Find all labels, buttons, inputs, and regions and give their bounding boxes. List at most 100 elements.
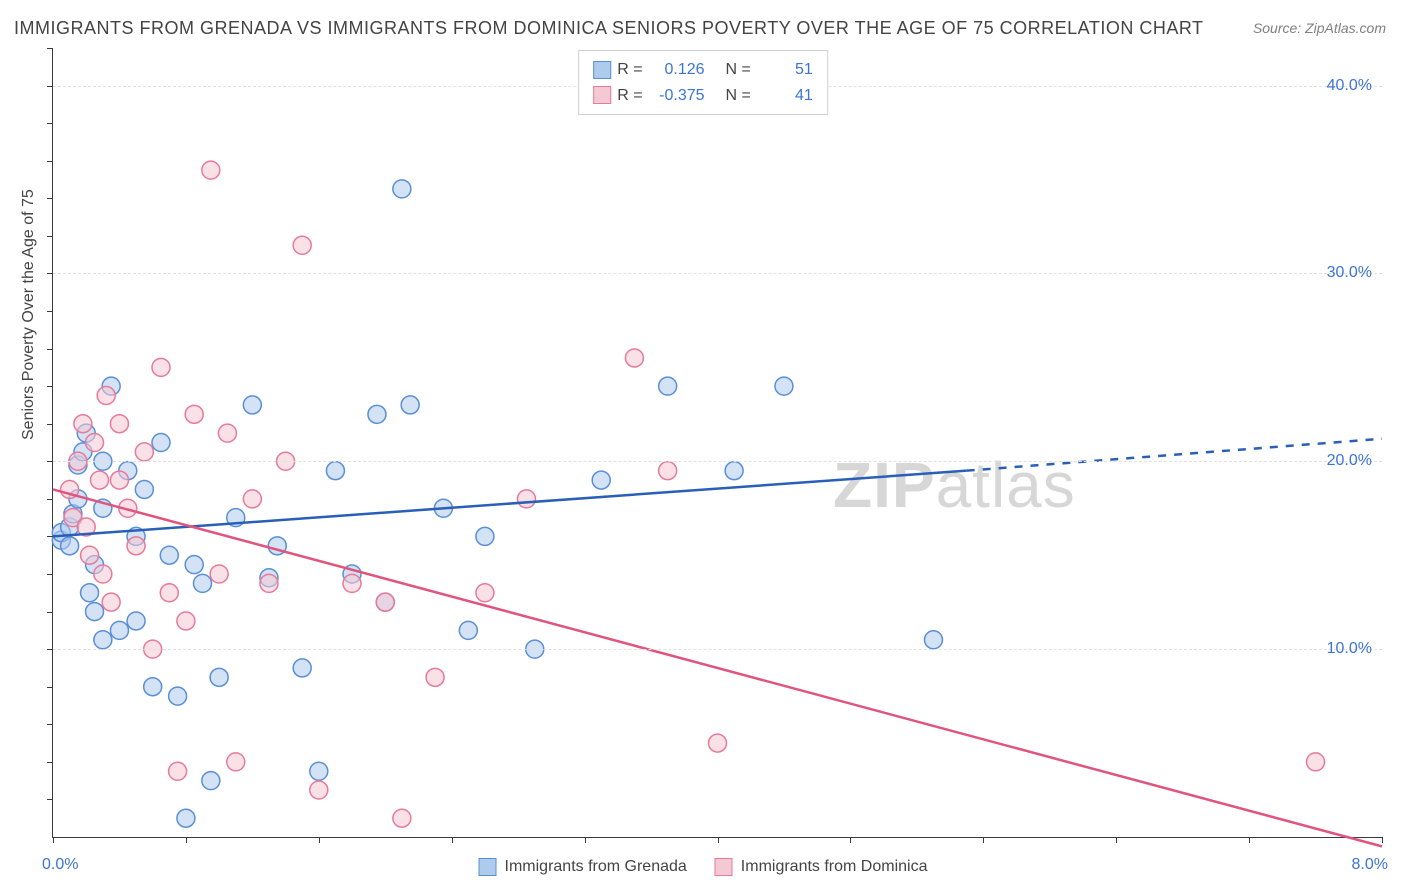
data-point xyxy=(81,584,99,602)
data-point xyxy=(185,405,203,423)
data-point xyxy=(326,462,344,480)
y-tick xyxy=(47,198,53,199)
data-point xyxy=(476,527,494,545)
data-point xyxy=(135,443,153,461)
data-point xyxy=(185,556,203,574)
x-tick xyxy=(1382,837,1383,843)
data-point xyxy=(376,593,394,611)
x-tick xyxy=(850,837,851,843)
data-point xyxy=(218,424,236,442)
gridline xyxy=(53,461,1382,462)
x-tick xyxy=(1249,837,1250,843)
chart-title: IMMIGRANTS FROM GRENADA VS IMMIGRANTS FR… xyxy=(14,18,1204,39)
legend-label: Immigrants from Dominica xyxy=(741,858,928,876)
r-label: R = xyxy=(617,83,642,109)
data-point xyxy=(459,621,477,639)
data-point xyxy=(1307,753,1325,771)
data-point xyxy=(169,762,187,780)
data-point xyxy=(227,753,245,771)
y-axis-label: Seniors Poverty Over the Age of 75 xyxy=(20,189,38,440)
data-point xyxy=(177,809,195,827)
x-tick xyxy=(53,837,54,843)
y-tick xyxy=(47,687,53,688)
x-axis-max-label: 8.0% xyxy=(1352,856,1388,874)
swatch-dominica xyxy=(715,858,733,876)
data-point xyxy=(81,546,99,564)
x-tick xyxy=(718,837,719,843)
y-tick xyxy=(47,236,53,237)
data-point xyxy=(127,612,145,630)
data-point xyxy=(260,574,278,592)
series-legend: Immigrants from Grenada Immigrants from … xyxy=(479,858,928,876)
data-point xyxy=(210,565,228,583)
y-tick-label: 30.0% xyxy=(1327,264,1372,282)
data-point xyxy=(102,593,120,611)
plot-area: ZIPatlas 10.0%20.0%30.0%40.0% xyxy=(52,48,1382,838)
y-tick xyxy=(47,48,53,49)
r-value: 0.126 xyxy=(649,57,705,83)
data-point xyxy=(91,471,109,489)
swatch-series-1 xyxy=(593,61,611,79)
data-point xyxy=(135,480,153,498)
data-point xyxy=(659,377,677,395)
y-tick xyxy=(47,649,53,650)
data-point xyxy=(160,546,178,564)
data-point xyxy=(393,180,411,198)
source-label: Source: ZipAtlas.com xyxy=(1253,20,1386,36)
data-point xyxy=(393,809,411,827)
y-tick xyxy=(47,499,53,500)
y-tick xyxy=(47,612,53,613)
n-value: 51 xyxy=(757,57,813,83)
n-label: N = xyxy=(725,57,750,83)
data-point xyxy=(169,687,187,705)
y-tick xyxy=(47,724,53,725)
y-tick xyxy=(47,349,53,350)
data-point xyxy=(110,471,128,489)
data-point xyxy=(293,659,311,677)
y-tick xyxy=(47,762,53,763)
y-tick xyxy=(47,123,53,124)
data-point xyxy=(202,161,220,179)
data-point xyxy=(110,415,128,433)
data-point xyxy=(94,631,112,649)
swatch-grenada xyxy=(479,858,497,876)
y-tick xyxy=(47,161,53,162)
chart-svg xyxy=(53,48,1382,837)
x-axis-min-label: 0.0% xyxy=(42,856,78,874)
data-point xyxy=(625,349,643,367)
data-point xyxy=(592,471,610,489)
legend-item-grenada: Immigrants from Grenada xyxy=(479,858,687,876)
x-tick xyxy=(585,837,586,843)
data-point xyxy=(110,621,128,639)
data-point xyxy=(127,537,145,555)
y-tick xyxy=(47,386,53,387)
data-point xyxy=(86,603,104,621)
data-point xyxy=(310,762,328,780)
legend-label: Immigrants from Grenada xyxy=(505,858,687,876)
correlation-row-2: R = -0.375 N = 41 xyxy=(593,83,813,109)
data-point xyxy=(476,584,494,602)
data-point xyxy=(202,772,220,790)
data-point xyxy=(343,574,361,592)
y-tick xyxy=(47,461,53,462)
data-point xyxy=(152,434,170,452)
y-tick xyxy=(47,273,53,274)
r-value: -0.375 xyxy=(649,83,705,109)
data-point xyxy=(517,490,535,508)
data-point xyxy=(310,781,328,799)
data-point xyxy=(86,434,104,452)
data-point xyxy=(725,462,743,480)
x-tick xyxy=(1116,837,1117,843)
gridline xyxy=(53,273,1382,274)
r-label: R = xyxy=(617,57,642,83)
y-tick xyxy=(47,799,53,800)
data-point xyxy=(97,387,115,405)
swatch-series-2 xyxy=(593,86,611,104)
data-point xyxy=(144,678,162,696)
data-point xyxy=(74,415,92,433)
data-point xyxy=(775,377,793,395)
data-point xyxy=(368,405,386,423)
data-point xyxy=(177,612,195,630)
y-tick xyxy=(47,86,53,87)
data-point xyxy=(160,584,178,602)
